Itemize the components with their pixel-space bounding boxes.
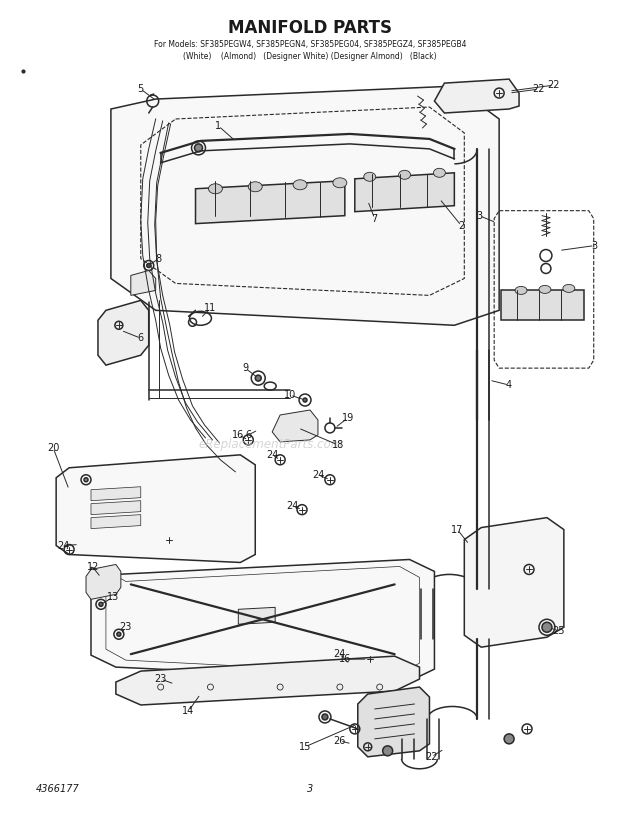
Polygon shape — [238, 607, 275, 624]
Text: MANIFOLD PARTS: MANIFOLD PARTS — [228, 20, 392, 37]
Text: 1: 1 — [215, 121, 221, 131]
Circle shape — [174, 682, 177, 686]
Ellipse shape — [364, 172, 376, 181]
Text: 16: 16 — [232, 430, 244, 440]
Text: 3: 3 — [307, 784, 313, 794]
Text: 17: 17 — [451, 525, 464, 535]
Text: 22: 22 — [547, 80, 560, 90]
Text: 24: 24 — [312, 469, 324, 480]
Circle shape — [195, 144, 203, 152]
Circle shape — [504, 734, 514, 744]
Text: 20: 20 — [47, 443, 60, 453]
Text: 15: 15 — [299, 742, 311, 752]
Text: 11: 11 — [205, 303, 216, 313]
Text: 24: 24 — [57, 540, 69, 550]
Text: 23: 23 — [154, 674, 167, 684]
Text: 12: 12 — [87, 562, 99, 572]
Polygon shape — [358, 687, 430, 757]
Polygon shape — [501, 290, 584, 320]
Circle shape — [147, 263, 151, 267]
Ellipse shape — [539, 285, 551, 293]
Ellipse shape — [333, 178, 347, 187]
Text: For Models: SF385PEGW4, SF385PEGN4, SF385PEG04, SF385PEGZ4, SF385PEGB4: For Models: SF385PEGW4, SF385PEGN4, SF38… — [154, 40, 466, 49]
Text: 6: 6 — [246, 430, 251, 440]
Text: 10: 10 — [284, 390, 296, 400]
Circle shape — [542, 623, 552, 632]
Polygon shape — [91, 514, 141, 529]
Text: (White)    (Almond)   (Designer White) (Designer Almond)   (Black): (White) (Almond) (Designer White) (Desig… — [183, 51, 437, 60]
Text: 4: 4 — [506, 380, 512, 390]
Polygon shape — [91, 487, 141, 500]
Polygon shape — [355, 173, 454, 212]
Text: 7: 7 — [371, 214, 378, 223]
Circle shape — [84, 478, 88, 482]
Circle shape — [303, 398, 307, 402]
Text: 24: 24 — [334, 650, 346, 659]
Ellipse shape — [515, 286, 527, 294]
Text: 24: 24 — [286, 500, 298, 511]
Text: 3: 3 — [476, 210, 482, 221]
Polygon shape — [464, 518, 564, 647]
Text: 23: 23 — [120, 622, 132, 632]
Circle shape — [255, 375, 261, 381]
Polygon shape — [195, 181, 345, 223]
Text: 26: 26 — [334, 736, 346, 746]
Text: 16: 16 — [339, 654, 351, 664]
Polygon shape — [272, 410, 318, 442]
Text: 13: 13 — [107, 593, 119, 602]
Circle shape — [383, 746, 392, 756]
Text: 2: 2 — [458, 221, 464, 231]
Ellipse shape — [399, 170, 410, 179]
Circle shape — [322, 714, 328, 720]
Ellipse shape — [208, 183, 223, 194]
Ellipse shape — [293, 180, 307, 190]
Ellipse shape — [248, 182, 262, 192]
Text: 6: 6 — [138, 333, 144, 343]
Text: 19: 19 — [342, 413, 354, 423]
Polygon shape — [91, 500, 141, 514]
Polygon shape — [86, 565, 121, 599]
Text: 18: 18 — [332, 440, 344, 450]
Polygon shape — [435, 79, 519, 113]
Text: 22: 22 — [425, 751, 438, 762]
Text: 4366177: 4366177 — [36, 784, 80, 794]
Circle shape — [117, 632, 121, 637]
Text: 25: 25 — [552, 626, 565, 637]
Text: eReplacementParts.com: eReplacementParts.com — [198, 438, 342, 452]
Ellipse shape — [563, 284, 575, 293]
Polygon shape — [131, 271, 156, 295]
Text: 5: 5 — [138, 84, 144, 94]
Polygon shape — [98, 301, 149, 365]
Circle shape — [99, 602, 103, 606]
Polygon shape — [56, 455, 255, 562]
Text: 3: 3 — [591, 240, 598, 250]
Polygon shape — [111, 86, 499, 325]
Ellipse shape — [433, 169, 445, 178]
Polygon shape — [91, 559, 435, 681]
Polygon shape — [116, 656, 420, 705]
Text: 22: 22 — [533, 84, 545, 94]
Text: 14: 14 — [182, 706, 195, 716]
Text: 24: 24 — [266, 450, 278, 460]
Text: 8: 8 — [156, 253, 162, 263]
Text: 9: 9 — [242, 363, 249, 373]
